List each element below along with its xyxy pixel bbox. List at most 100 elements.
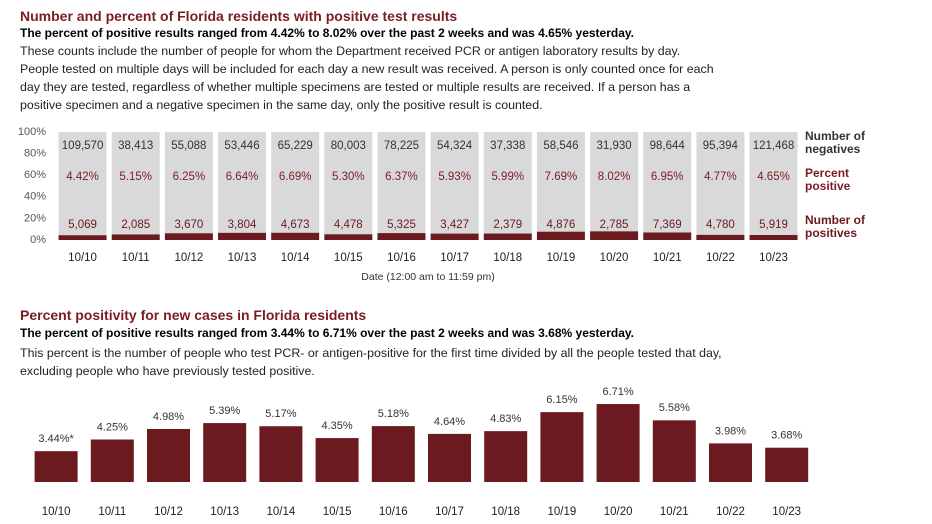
- x-tick-label: 10/20: [600, 252, 629, 264]
- value-label: 3.98%: [715, 425, 746, 437]
- chart-subtitle: The percent of positive results ranged f…: [20, 26, 635, 40]
- bar: [315, 438, 359, 482]
- x-tick-label: 10/21: [653, 252, 682, 264]
- legend-label: Number of positives: [805, 213, 865, 240]
- negatives-bar: [111, 132, 160, 235]
- value-label: 55,088: [171, 140, 206, 152]
- value-label: 4,673: [281, 219, 310, 231]
- positives-bar: [430, 233, 479, 240]
- negatives-bar: [536, 132, 585, 232]
- value-label: 2,085: [121, 219, 150, 231]
- positives-bar: [111, 234, 160, 240]
- chart-subtitle: The percent of positive results ranged f…: [20, 326, 635, 340]
- value-label: 4,876: [547, 219, 576, 231]
- positives-bar: [749, 234, 798, 240]
- positives-bar: [696, 234, 745, 240]
- value-label: 4,478: [334, 219, 363, 231]
- bar: [596, 404, 640, 482]
- value-label: 3,804: [228, 219, 257, 231]
- value-label: 8.02%: [598, 171, 631, 183]
- x-tick-label: 10/17: [435, 506, 464, 518]
- negatives-bar: [749, 132, 798, 235]
- value-label: 6.25%: [173, 171, 206, 183]
- negatives-bar: [483, 132, 532, 234]
- y-tick-label: 0%: [30, 234, 46, 246]
- bar: [428, 433, 471, 482]
- value-label: 5,069: [68, 219, 97, 231]
- value-label: 4.65%: [757, 171, 790, 183]
- value-label: 3,427: [440, 219, 469, 231]
- x-tick-label: 10/10: [42, 506, 71, 518]
- value-label: 58,546: [543, 140, 578, 152]
- bar: [540, 412, 584, 482]
- negatives-bar: [696, 132, 745, 235]
- value-label: 4.25%: [97, 421, 128, 433]
- y-tick-label: 100%: [18, 126, 46, 138]
- positives-bar: [377, 233, 426, 240]
- positives-bar: [324, 234, 373, 240]
- value-label: 31,930: [596, 140, 631, 152]
- value-label: 5.39%: [209, 405, 240, 417]
- value-label: 4.77%: [704, 171, 737, 183]
- y-tick-label: 20%: [24, 212, 46, 224]
- positives-bar: [483, 233, 532, 240]
- value-label: 98,644: [650, 140, 686, 152]
- value-label: 3,670: [174, 219, 203, 231]
- positives-bar: [164, 233, 213, 240]
- negatives-bar: [643, 132, 692, 233]
- positives-bar: [536, 231, 585, 240]
- value-label: 4.83%: [490, 413, 521, 425]
- value-label: 7.69%: [545, 171, 578, 183]
- value-label: 3.68%: [771, 430, 802, 442]
- value-label: 109,570: [62, 140, 104, 152]
- x-tick-label: 10/13: [228, 252, 257, 264]
- y-tick-label: 60%: [24, 169, 46, 181]
- x-tick-label: 10/23: [759, 252, 788, 264]
- positives-bar: [58, 235, 107, 240]
- value-label: 5.30%: [332, 171, 365, 183]
- positives-bar: [590, 231, 639, 240]
- x-tick-label: 10/21: [660, 506, 689, 518]
- value-label: 6.64%: [226, 171, 259, 183]
- value-label: 121,468: [753, 140, 795, 152]
- value-label: 5.15%: [119, 171, 152, 183]
- x-tick-label: 10/22: [716, 506, 745, 518]
- value-label: 5.17%: [265, 408, 296, 420]
- bar: [34, 451, 78, 482]
- positives-bar: [643, 232, 692, 240]
- value-label: 5.93%: [438, 171, 471, 183]
- value-label: 2,379: [493, 219, 522, 231]
- value-label: 5,919: [759, 219, 788, 231]
- legend-label: Number of negatives: [805, 129, 865, 156]
- value-label: 6.15%: [546, 394, 577, 406]
- x-tick-label: 10/19: [547, 252, 576, 264]
- value-label: 65,229: [278, 140, 313, 152]
- x-tick-label: 10/19: [548, 506, 577, 518]
- bar: [765, 447, 809, 482]
- value-label: 4,780: [706, 219, 735, 231]
- x-tick-label: 10/14: [281, 252, 310, 264]
- value-label: 6.37%: [385, 171, 418, 183]
- value-label: 3.44%*: [38, 433, 74, 445]
- x-tick-label: 10/15: [334, 252, 363, 264]
- bar: [709, 443, 752, 482]
- x-tick-label: 10/18: [493, 252, 522, 264]
- x-tick-label: 10/20: [604, 506, 633, 518]
- value-label: 4.98%: [153, 411, 184, 423]
- negatives-bar: [218, 132, 267, 233]
- x-tick-label: 10/12: [174, 252, 203, 264]
- negatives-bar: [58, 132, 107, 236]
- positives-bar: [218, 232, 267, 240]
- bar: [90, 439, 134, 482]
- x-tick-label: 10/11: [98, 506, 126, 518]
- value-label: 38,413: [118, 140, 153, 152]
- value-label: 95,394: [703, 140, 739, 152]
- x-tick-label: 10/18: [491, 506, 520, 518]
- x-tick-label: 10/15: [323, 506, 352, 518]
- value-label: 5.58%: [659, 402, 690, 414]
- value-label: 37,338: [490, 140, 525, 152]
- value-label: 4.42%: [66, 171, 99, 183]
- negatives-bar: [590, 132, 639, 232]
- chart-description: This percent is the number of people who…: [20, 346, 722, 378]
